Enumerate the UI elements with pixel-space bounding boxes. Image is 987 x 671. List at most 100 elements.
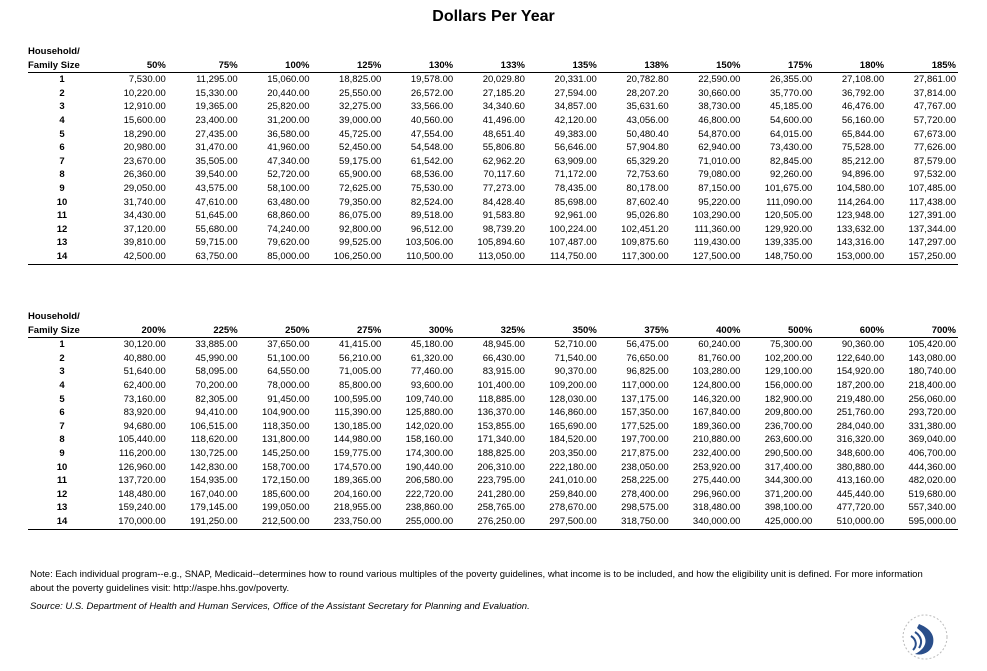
column-header: 50% <box>96 58 168 74</box>
cell: 340,000.00 <box>670 514 743 530</box>
cell: 79,350.00 <box>339 196 382 208</box>
empty-cell <box>599 310 671 324</box>
cell: 23,400.00 <box>195 114 238 126</box>
row-header: Household/ <box>28 46 80 57</box>
row-header: Family Size <box>28 58 96 74</box>
cell: 86,075.00 <box>339 210 382 222</box>
cell: 51,640.00 <box>123 366 166 378</box>
column-header: 125% <box>311 58 384 74</box>
cell: 93,600.00 <box>410 379 454 391</box>
cell: 29,050.00 <box>123 182 166 194</box>
cell: 20,980.00 <box>123 142 166 154</box>
row: 14 170,000.00 191,250.00 212,500.00 233,750.… <box>28 514 958 530</box>
cell: 27,108.00 <box>841 74 885 86</box>
cell: 46,800.00 <box>698 114 741 126</box>
cell: 154,935.00 <box>190 475 238 487</box>
cell: 209,800.00 <box>764 407 813 419</box>
cell: 73,430.00 <box>770 142 813 154</box>
cell: 109,875.60 <box>621 237 669 249</box>
cell: 12,910.00 <box>123 101 166 113</box>
column-header: 275% <box>311 323 384 339</box>
row: 7 94,680.00 106,515.00 118,350.00 130,185.00… <box>28 420 958 434</box>
cell: 348,600.00 <box>836 447 885 459</box>
cell: 36,580.00 <box>267 128 310 140</box>
cell: 199,050.00 <box>261 502 310 514</box>
column-header: 185% <box>886 58 958 74</box>
column-header: 138% <box>598 58 671 74</box>
cell: 25,820.00 <box>267 101 310 113</box>
cell: 77,460.00 <box>410 366 454 378</box>
cell: 23,670.00 <box>123 155 166 167</box>
column-header: 175% <box>742 58 815 74</box>
source: Source: U.S. Department of Health and Hu… <box>30 601 530 612</box>
cell: 37,120.00 <box>123 223 166 235</box>
cell: 510,000.00 <box>814 514 887 530</box>
cell: 241,010.00 <box>549 475 597 487</box>
cell: 105,894.60 <box>477 237 525 249</box>
cell: 27,861.00 <box>913 74 956 86</box>
empty-cell <box>455 310 527 324</box>
cell: 127,500.00 <box>670 249 743 265</box>
cell: 298,575.00 <box>621 502 669 514</box>
cell: 296,960.00 <box>692 488 741 500</box>
row: 3 51,640.00 58,095.00 64,550.00 71,005.00 77,… <box>28 365 958 379</box>
cell: 317,400.00 <box>764 461 813 473</box>
empty-cell <box>814 45 886 59</box>
cell: 91,583.80 <box>482 210 525 222</box>
cell: 445,440.00 <box>836 488 885 500</box>
cell: 103,290.00 <box>692 210 741 222</box>
cell: 52,450.00 <box>339 142 382 154</box>
row: 11 34,430.00 51,645.00 68,860.00 86,075.00 89… <box>28 209 958 223</box>
cell: 258,225.00 <box>621 475 669 487</box>
cell: 49,383.00 <box>554 128 597 140</box>
cell: 482,020.00 <box>908 475 956 487</box>
cell: 223,795.00 <box>477 475 525 487</box>
column-header: 225% <box>167 323 240 339</box>
empty-cell <box>240 310 312 324</box>
cell: 159,240.00 <box>118 502 166 514</box>
cell: 90,370.00 <box>554 366 597 378</box>
cell: 203,350.00 <box>549 447 597 459</box>
column-header: 200% <box>96 323 168 339</box>
cell: 19,365.00 <box>195 101 238 113</box>
row: 9 116,200.00 130,725.00 145,250.00 159,775.0… <box>28 447 958 461</box>
row-header: Household/ <box>28 311 80 322</box>
cell: 18,825.00 <box>339 74 382 86</box>
cell: 318,750.00 <box>598 514 671 530</box>
cell: 31,470.00 <box>195 142 238 154</box>
cell: 110,500.00 <box>383 249 456 265</box>
cell: 331,380.00 <box>908 420 956 432</box>
empty-cell <box>96 310 168 324</box>
cell: 20,029.80 <box>482 74 525 86</box>
cell: 174,570.00 <box>333 461 382 473</box>
empty-cell <box>96 45 168 59</box>
family-size: 7 <box>59 155 65 167</box>
cell: 146,860.00 <box>549 407 597 419</box>
cell: 278,400.00 <box>621 488 669 500</box>
column-header: 150% <box>670 58 743 74</box>
cell: 46,476.00 <box>841 101 885 113</box>
cell: 67,673.00 <box>913 128 956 140</box>
cell: 51,645.00 <box>195 210 238 222</box>
cell: 122,640.00 <box>836 352 885 364</box>
cell: 39,810.00 <box>123 237 166 249</box>
family-size: 2 <box>59 87 65 99</box>
cell: 70,117.60 <box>483 169 525 181</box>
cell: 89,518.00 <box>410 210 454 222</box>
empty-cell <box>886 45 958 59</box>
cell: 63,750.00 <box>167 249 240 265</box>
cell: 26,572.00 <box>410 87 454 99</box>
cell: 179,145.00 <box>190 502 238 514</box>
family-size: 6 <box>59 407 65 419</box>
cell: 113,050.00 <box>455 249 527 265</box>
cell: 64,015.00 <box>770 128 813 140</box>
cell: 102,200.00 <box>764 352 813 364</box>
cell: 115,390.00 <box>334 407 382 419</box>
cell: 344,300.00 <box>764 475 813 487</box>
cell: 106,515.00 <box>190 420 238 432</box>
cell: 18,290.00 <box>123 128 166 140</box>
cell: 167,840.00 <box>692 407 741 419</box>
cell: 56,160.00 <box>841 114 885 126</box>
cell: 28,207.20 <box>626 87 669 99</box>
row: 12 37,120.00 55,680.00 74,240.00 92,800.00 96… <box>28 223 958 237</box>
